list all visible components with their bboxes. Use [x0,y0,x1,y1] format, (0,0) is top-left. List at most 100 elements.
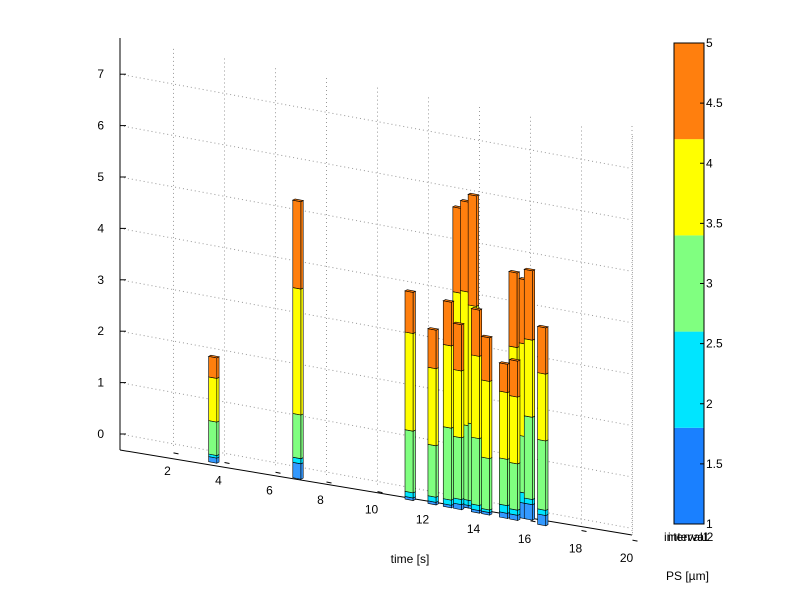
bar-segment-side [489,456,493,511]
bar-segment-side [216,420,220,457]
colorbar-band [674,427,704,524]
bar-segment-side [300,287,304,416]
y-tick-label: 4 [97,221,104,235]
bar [427,327,440,506]
x-tick-label: 14 [467,522,481,536]
bar-segment [442,426,452,501]
colorbar-band [674,139,704,236]
bar [404,289,417,502]
bar-segment-side [461,369,465,439]
bar-top [470,307,483,311]
x-axis-line [119,449,633,536]
bar [498,361,511,520]
bar-segment-side [545,439,549,511]
bar-segment [208,420,218,456]
colorbar-label: PS [µm] [666,569,709,583]
y-tick-label: 6 [97,119,104,133]
bar-segment [508,271,518,348]
grid-line-y [119,125,631,221]
y-tick-label: 5 [97,170,104,184]
colorbar-tick-label: 1.5 [706,457,723,471]
bar-segment [481,379,490,459]
bar-segment-side [545,513,549,527]
x-tick-mark [275,471,281,474]
axes [119,38,638,542]
y-tick-label: 7 [97,67,104,81]
y-tick-label: 2 [97,324,104,338]
y-tick-label: 0 [97,427,104,441]
x-tick-label: 6 [266,483,273,497]
bar-segment [292,287,302,416]
bar [207,354,220,464]
colorbar-tick-label: 3 [706,277,713,291]
bar-segment-side [532,503,535,521]
bar-segment-side [435,444,439,498]
x-tick-mark [377,491,383,494]
bar-segment-side [532,338,535,418]
bar-segment-side [532,269,535,341]
bar-segment-side [300,413,304,460]
colorbar-bottom-label: interval1 [664,530,710,544]
bar-segment [453,435,462,500]
x-tick-mark [326,481,332,484]
bar [442,299,455,509]
bar-segment [523,338,533,418]
bar-segment-side [489,379,493,460]
bar-segment [427,366,437,447]
colorbar-tick-label: 2.5 [706,337,723,351]
colorbar-bottom-label: interval2 [668,530,714,544]
colorbar-band [674,331,704,428]
bar-segment [292,199,302,290]
bar [508,358,521,521]
bar-segment-side [461,436,465,501]
bar-segment-side [412,331,416,432]
x-tick-label: 8 [317,493,324,507]
grid-line-y [119,73,631,169]
bar-segment [523,502,533,521]
bar-segment [537,439,547,511]
bar-segment-side [435,328,439,370]
bar-segment [208,355,218,379]
x-tick-label: 4 [215,474,222,488]
bar-segment-side [545,326,549,375]
bar-segment-side [517,359,521,398]
bar-segment [499,457,508,507]
bar-segment-side [517,462,521,511]
bar-segment [453,322,462,372]
bar-segment-side [489,336,493,383]
bar-segment-side [461,323,465,372]
x-tick-labels: 2 4 6 8 10 12 14 16 18 20 [164,464,633,565]
bar-segment [292,413,302,460]
bar-segment [509,395,519,465]
bar-segment [404,331,414,432]
x-tick-label: 20 [620,551,634,565]
bar-segment-side [545,372,549,442]
colorbar-tick-label: 4 [706,156,713,170]
bar-segment [427,443,437,498]
x-tick-label: 16 [518,532,532,546]
bar [480,334,493,516]
colorbar-band [674,43,704,140]
bar-segment-side [476,194,479,307]
bar-segment [523,415,533,500]
bar-segment-side [412,290,416,335]
bar-segment [208,376,218,423]
y-tick-label: 3 [97,273,104,287]
bar-top [427,327,440,331]
bar-segment [537,372,547,442]
bar-top [480,334,493,339]
bar-segment [467,194,477,307]
bar-segment [453,369,462,439]
bar [523,267,536,521]
bar-segment [442,344,452,429]
bar-top [207,354,220,359]
bar-segment [537,326,547,375]
bar-segment [442,300,452,347]
bar [452,321,465,511]
bar-segment [509,359,519,398]
colorbar-tick-label: 3.5 [706,216,723,230]
bar-top [508,358,521,362]
bar-segment [523,268,533,341]
